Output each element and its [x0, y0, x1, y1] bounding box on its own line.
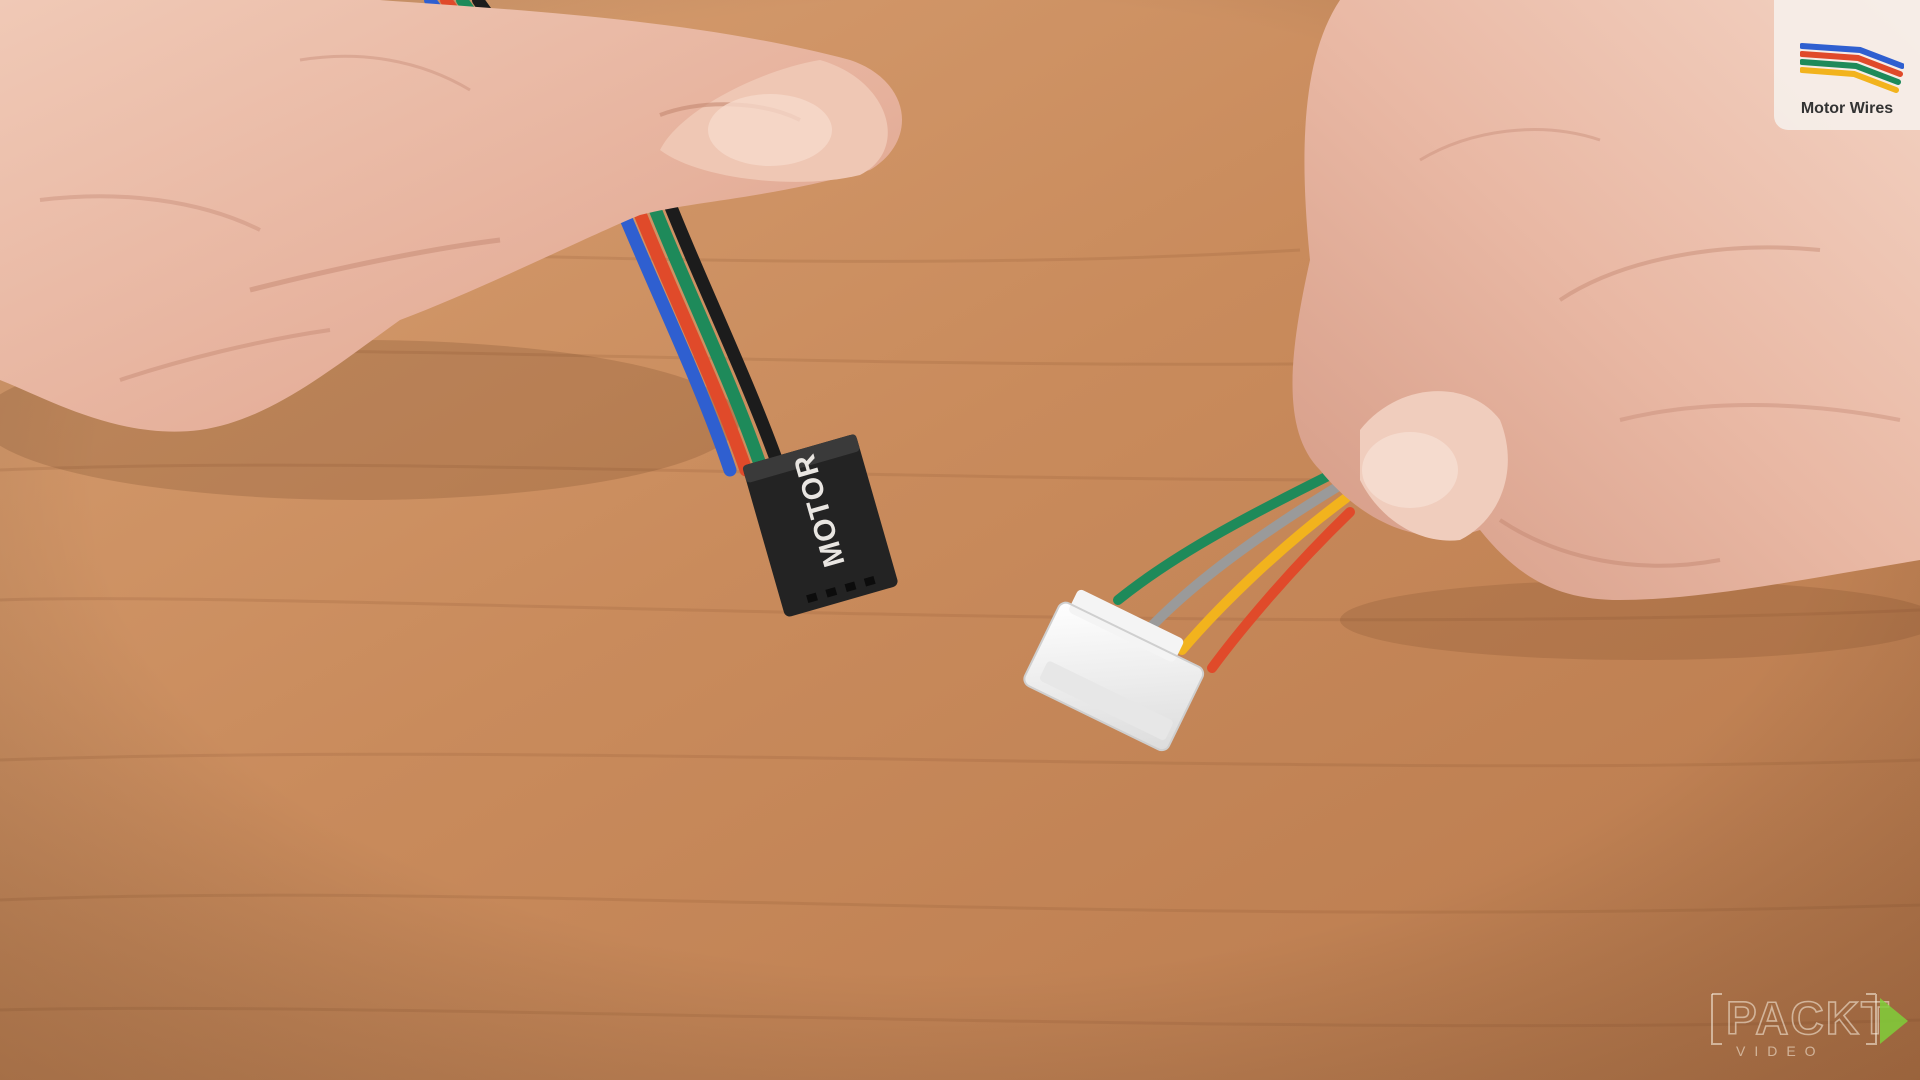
- watermark-brand: PACKT: [1726, 992, 1891, 1044]
- motor-wires-icon: [1800, 43, 1904, 93]
- topic-badge-label: Motor Wires: [1800, 100, 1894, 117]
- hand-shadow-right: [1340, 580, 1920, 660]
- right-thumbnail: [1362, 432, 1458, 508]
- right-hand: [1292, 0, 1920, 600]
- jst-connector: [1023, 589, 1205, 752]
- left-hand: [0, 0, 903, 432]
- play-triangle-icon: [1880, 998, 1908, 1044]
- watermark-sub: VIDEO: [1736, 1043, 1825, 1058]
- topic-badge: Motor Wires: [1774, 0, 1920, 130]
- motor-connector: MOTOR: [742, 434, 898, 617]
- left-thumbnail: [708, 94, 832, 166]
- packt-video-watermark: PACKT VIDEO: [1711, 991, 1908, 1058]
- ribbon-cable-right: [1113, 465, 1355, 673]
